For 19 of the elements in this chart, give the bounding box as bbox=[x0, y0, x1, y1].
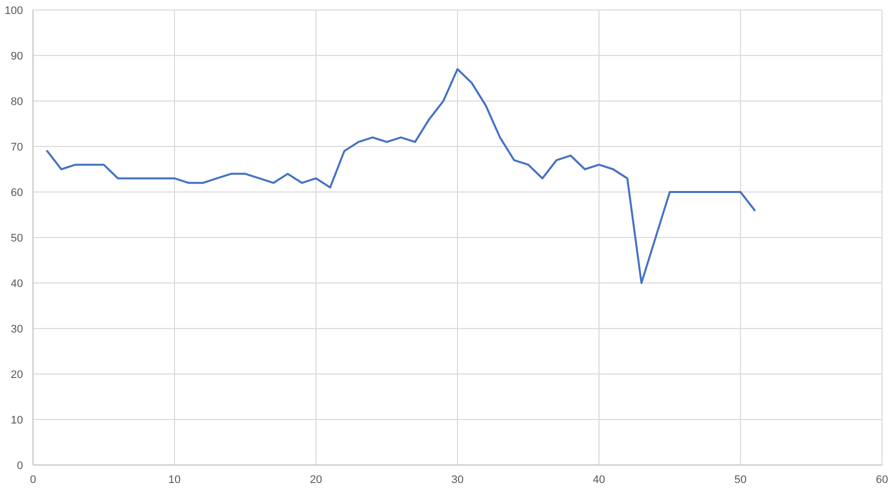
x-tick-label: 50 bbox=[734, 474, 747, 486]
y-tick-label: 40 bbox=[10, 278, 23, 290]
y-tick-label: 70 bbox=[10, 141, 23, 154]
y-tick-label: 60 bbox=[10, 186, 23, 199]
y-tick-label: 90 bbox=[10, 50, 23, 62]
y-tick-label: 10 bbox=[10, 414, 23, 426]
y-tick-label: 50 bbox=[10, 232, 23, 244]
y-tick-label: 20 bbox=[10, 368, 23, 381]
y-tick-label: 30 bbox=[10, 323, 23, 336]
x-tick-label: 40 bbox=[592, 474, 606, 486]
x-tick-label: 20 bbox=[310, 474, 322, 486]
x-tick-label: 60 bbox=[876, 474, 888, 486]
line-series bbox=[46, 68, 756, 284]
y-tick-label: 100 bbox=[4, 4, 23, 17]
x-tick-label: 10 bbox=[168, 474, 181, 486]
x-tick-label: 0 bbox=[30, 474, 36, 486]
y-tick-label: 0 bbox=[16, 460, 23, 472]
y-tick-label: 80 bbox=[10, 96, 23, 108]
x-tick-label: 30 bbox=[451, 474, 464, 486]
